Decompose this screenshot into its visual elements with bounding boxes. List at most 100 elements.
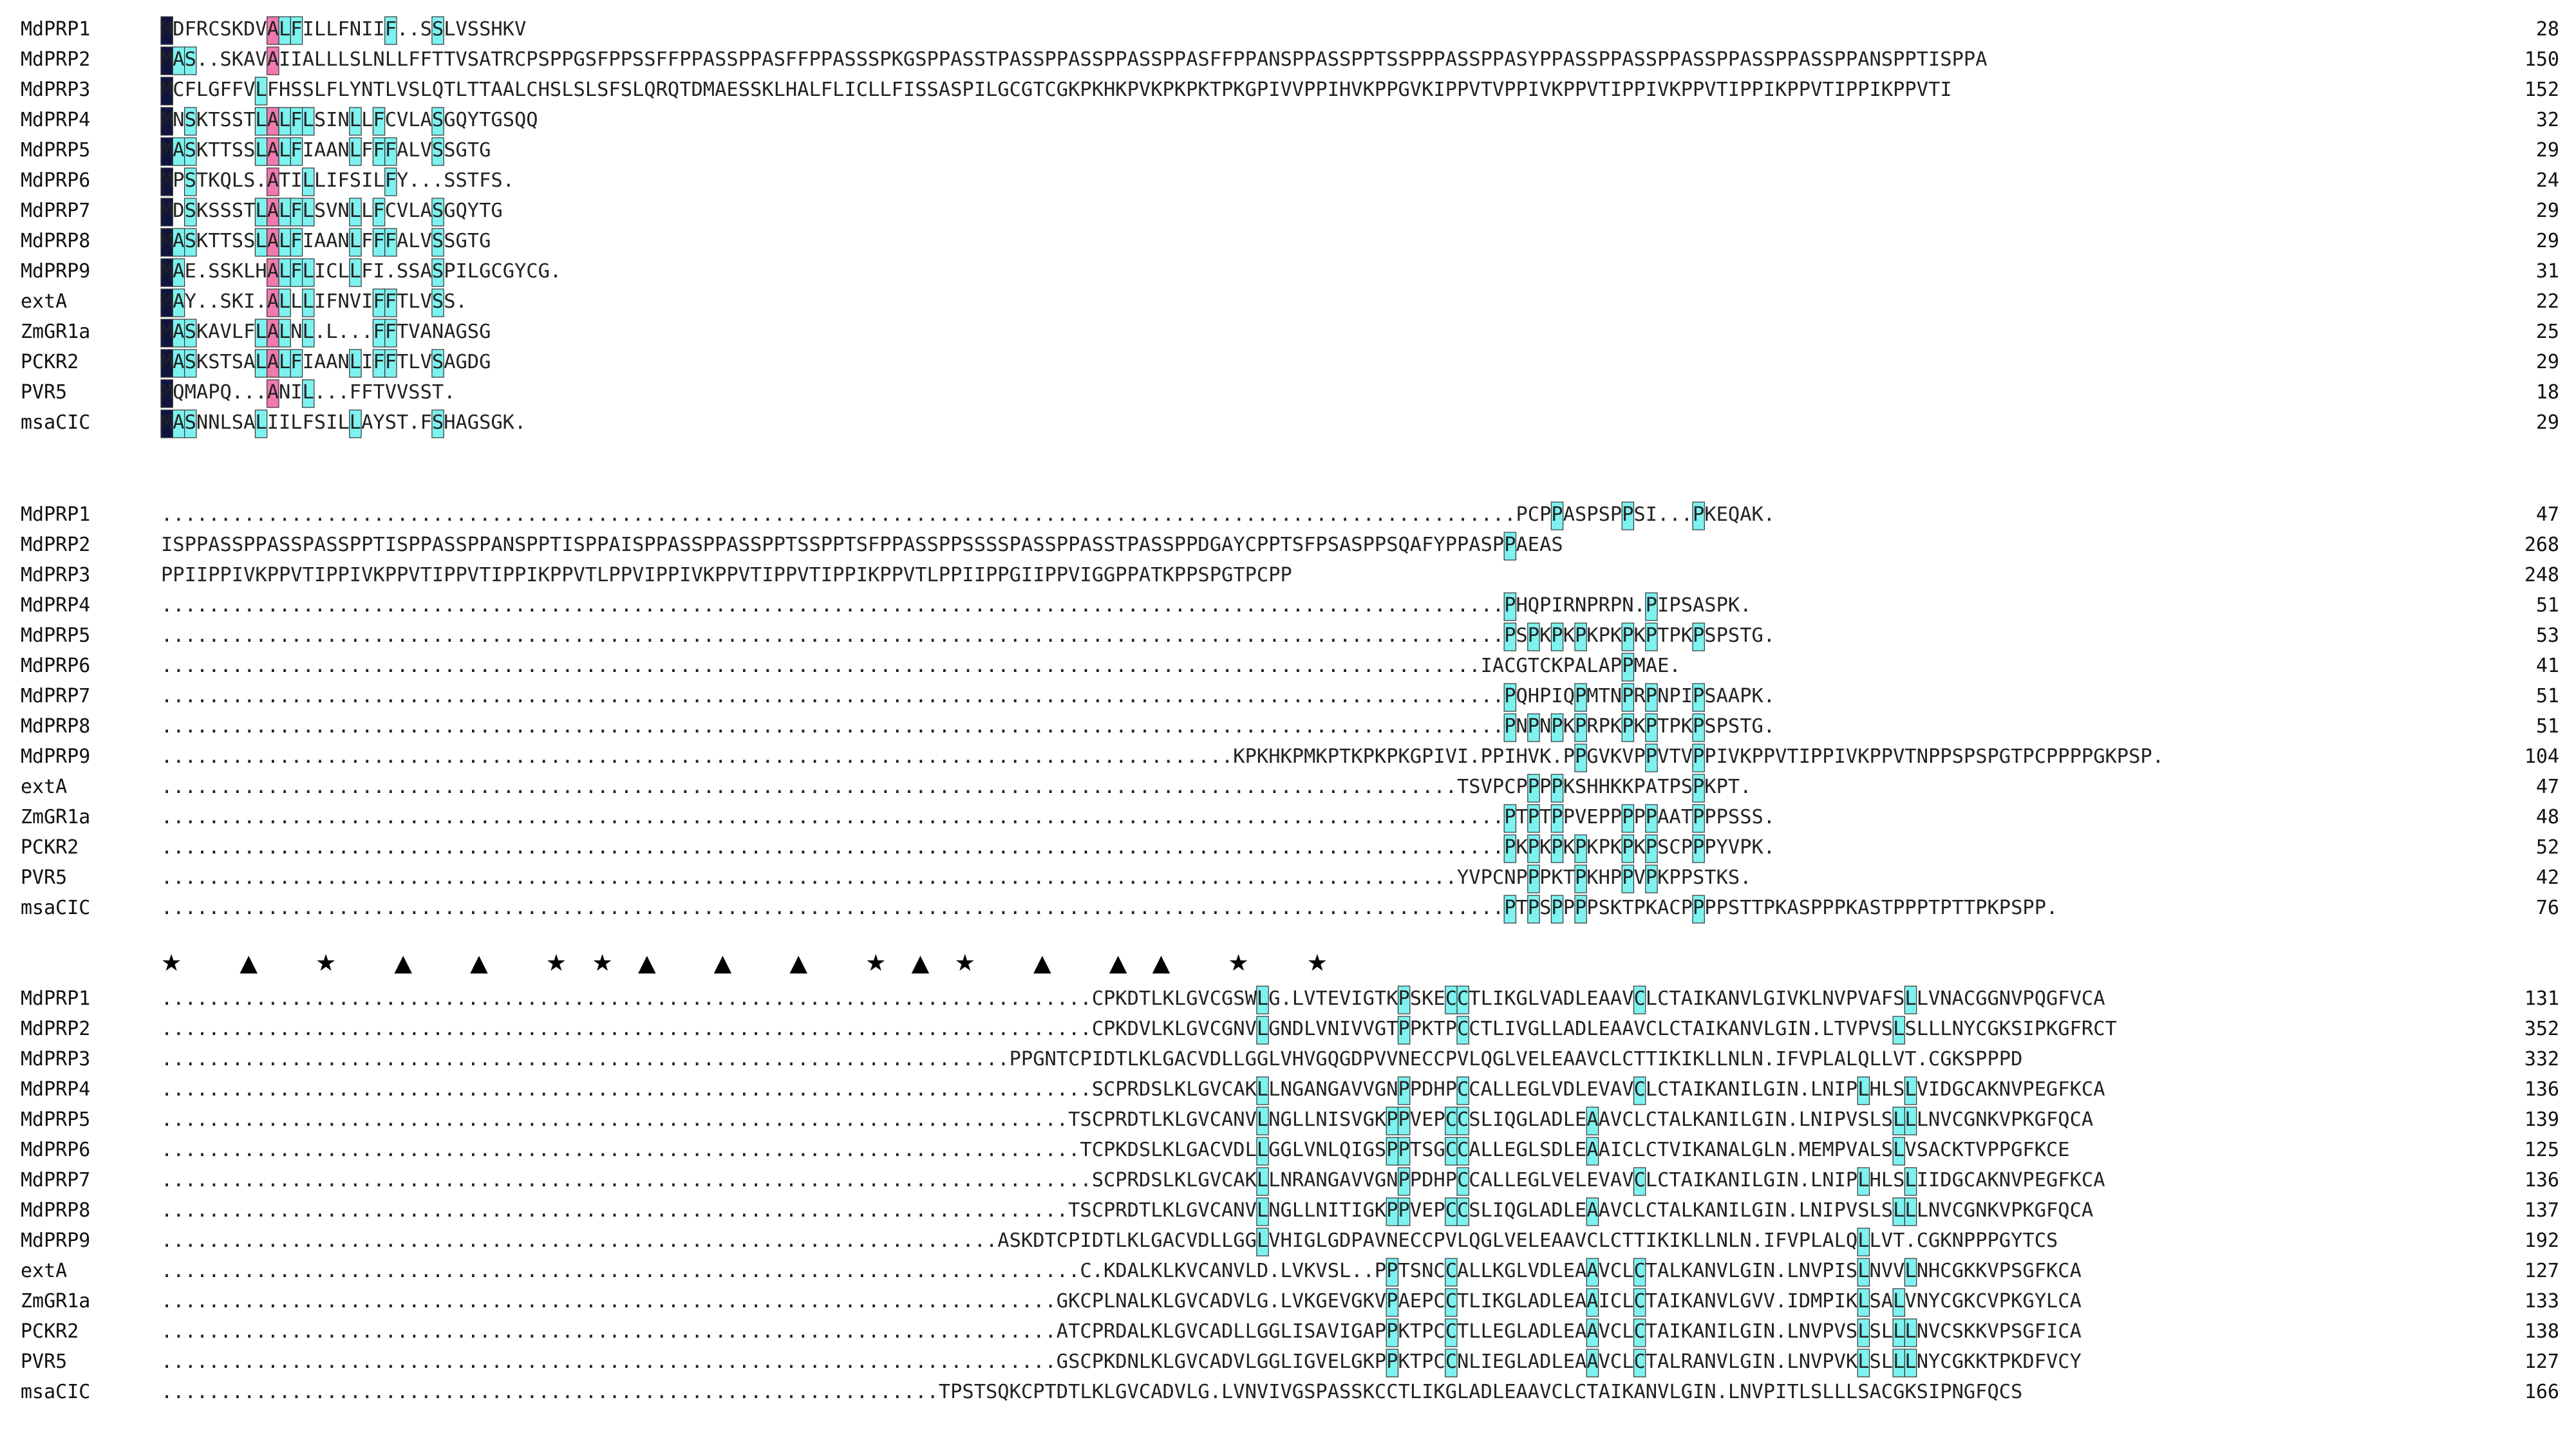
residue-highlight	[1397, 1137, 1411, 1166]
residue-count: 47	[2536, 776, 2559, 798]
sequence-name: MdPRP2	[21, 1018, 90, 1040]
alignment-row-MdPRP9: MdPRP9 MAE.SSKLHALFLICLLFI.SSASPILGCGYCG.…	[21, 260, 2559, 283]
residue-highlight	[1621, 713, 1635, 742]
residue-highlight	[1621, 683, 1635, 712]
residue-highlight	[172, 258, 185, 287]
sequence-residues: MASKTTSSLALFIAANLFFFALVSSGTG	[161, 230, 491, 252]
alignment-row-MdPRP2: MdPRP2 ISPPASSPPASSPASSPPTISPPASSPPANSPPT…	[21, 534, 2559, 556]
residue-count: 127	[2524, 1260, 2559, 1282]
sequence-name: PCKR2	[21, 1320, 79, 1343]
residue-highlight	[1386, 1318, 1399, 1347]
residue-highlight	[1892, 1137, 1906, 1166]
residue-highlight	[1456, 985, 1469, 1014]
sequence-residues: ........................................…	[161, 897, 2058, 919]
residue-highlight	[372, 107, 386, 136]
residue-highlight	[290, 228, 303, 257]
residue-count: 29	[2536, 351, 2559, 373]
alignment-row-ZmGR1a: ZmGR1a..................................…	[21, 806, 2559, 828]
residue-highlight	[254, 77, 268, 106]
residue-highlight	[1397, 1076, 1411, 1105]
alignment-row-PCKR2: PCKR2...................................…	[21, 1320, 2559, 1343]
alignment-row-MdPRP1: MdPRP1 MDFRCSKDVALFILLFNIIF..SSLVSSHKV 28	[21, 18, 2559, 41]
residue-highlight	[1586, 1288, 1599, 1317]
sequence-residues: ........................................…	[161, 1078, 2105, 1101]
residue-count: 131	[2524, 987, 2559, 1010]
alignment-row-MdPRP5: MdPRP5..................................…	[21, 624, 2559, 647]
residue-highlight	[1904, 1107, 1917, 1135]
residue-highlight	[1445, 1258, 1458, 1287]
sequence-residues: ........................................…	[161, 1139, 2070, 1161]
residue-highlight	[1527, 713, 1540, 742]
residue-highlight	[1574, 713, 1587, 742]
residue-highlight	[1503, 622, 1517, 651]
sequence-residues: ........................................…	[161, 987, 2105, 1010]
residue-highlight	[349, 137, 362, 166]
residue-highlight	[172, 288, 185, 317]
sequence-residues: ISPPASSPPASSPASSPPTISPPASSPPANSPPTISPPAI…	[161, 534, 1563, 556]
sequence-residues: ........................................…	[161, 1018, 2117, 1040]
residue-highlight	[1633, 1318, 1646, 1347]
sequence-residues: ........................................…	[161, 503, 1775, 526]
residue-highlight	[1857, 1318, 1870, 1347]
sequence-name: MdPRP9	[21, 745, 90, 768]
residue-highlight	[1586, 1197, 1599, 1226]
sequence-residues: MDSKSSSTLALFLSVNLLFCVLASGQYTG	[161, 200, 503, 222]
residue-highlight	[1550, 501, 1564, 530]
residue-highlight	[1621, 804, 1635, 833]
sequence-name: extA	[21, 1260, 67, 1282]
residue-highlight	[1256, 1167, 1269, 1196]
residue-highlight	[1386, 1349, 1399, 1378]
residue-highlight	[1857, 1167, 1870, 1196]
residue-highlight	[1586, 1318, 1599, 1347]
residue-highlight	[1503, 804, 1517, 833]
sequence-residues: MCFLGFFVLFHSSLFLYNTLVSLQTLTTAALCHSLSLSFS…	[161, 79, 1952, 101]
alignment-row-MdPRP1: MdPRP1..................................…	[21, 503, 2559, 526]
residue-highlight	[349, 198, 362, 227]
residue-highlight	[267, 46, 279, 75]
sequence-name: msaCIC	[21, 411, 90, 434]
alignment-row-MdPRP9: MdPRP9..................................…	[21, 1229, 2559, 1252]
residue-highlight	[1645, 864, 1658, 893]
residue-highlight	[1586, 1258, 1599, 1287]
residue-highlight	[1527, 895, 1540, 924]
sequence-name: PCKR2	[21, 836, 79, 859]
residue-highlight	[1633, 1288, 1646, 1317]
alignment-row-MdPRP7: MdPRP7..................................…	[21, 685, 2559, 707]
residue-highlight	[1503, 532, 1517, 561]
residue-highlight	[384, 349, 397, 378]
residue-highlight	[1574, 895, 1587, 924]
residue-highlight	[1503, 683, 1517, 712]
residue-count: 139	[2524, 1108, 2559, 1131]
sequence-name: MdPRP2	[21, 48, 90, 71]
residue-highlight	[302, 258, 315, 287]
residue-highlight	[372, 198, 386, 227]
residue-highlight	[184, 198, 197, 227]
residue-count: 127	[2524, 1350, 2559, 1373]
residue-highlight	[1621, 834, 1635, 863]
residue-highlight	[1586, 1349, 1599, 1378]
sequence-name: MdPRP7	[21, 1169, 90, 1191]
residue-count: 22	[2536, 290, 2559, 313]
alignment-row-MdPRP8: MdPRP8 MASKTTSSLALFIAANLFFFALVSSGTG 29	[21, 230, 2559, 252]
sequence-name: msaCIC	[21, 897, 90, 919]
sequence-name: MdPRP6	[21, 655, 90, 677]
sequence-residues: ........................................…	[161, 1169, 2105, 1191]
residue-highlight	[349, 409, 362, 438]
residue-count: 352	[2524, 1018, 2559, 1040]
alignment-row-MdPRP2: MdPRP2 MAS..SKAVAIIALLLSLNLLFFTTVSATRCPSP…	[21, 48, 2559, 71]
sequence-name: ZmGR1a	[21, 806, 90, 828]
alignment-row-MdPRP8: MdPRP8..................................…	[21, 715, 2559, 738]
residue-highlight	[302, 288, 315, 317]
residue-highlight	[349, 107, 362, 136]
residue-count: 29	[2536, 139, 2559, 162]
residue-highlight	[184, 228, 197, 257]
residue-highlight	[1256, 1076, 1269, 1105]
sequence-name: MdPRP8	[21, 715, 90, 738]
residue-highlight	[160, 198, 173, 227]
residue-highlight	[384, 16, 397, 45]
residue-count: 136	[2524, 1169, 2559, 1191]
residue-highlight	[1527, 804, 1540, 833]
residue-highlight	[1904, 1349, 1917, 1378]
alignment-row-extA: extA MAY..SKI.ALLLIFNVIFFTLVSS. 22	[21, 290, 2559, 313]
residue-highlight	[1386, 1258, 1399, 1287]
